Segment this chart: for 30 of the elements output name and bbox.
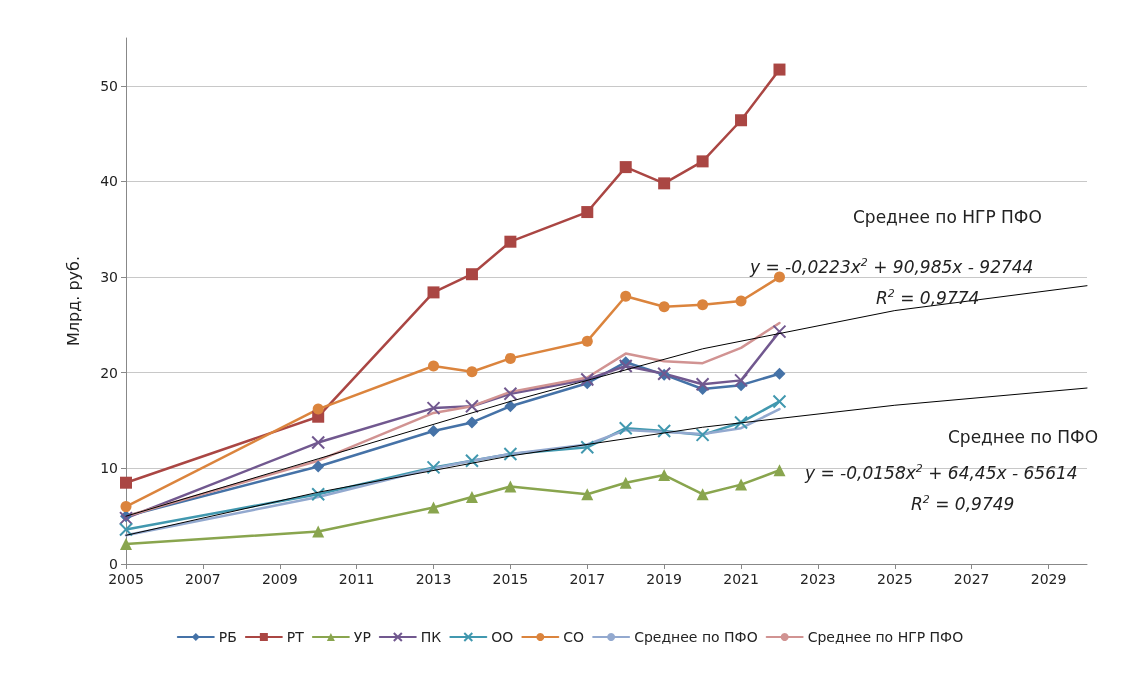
legend-label: ПК (420, 629, 442, 645)
legend-label: УР (353, 629, 371, 645)
x-tick-label: 2005 (108, 571, 144, 587)
x-tick-label: 2023 (800, 571, 836, 587)
y-axis-title: Млрд. руб. (63, 256, 83, 346)
y-tick-label: 0 (109, 556, 118, 572)
x-tick-label: 2019 (646, 571, 682, 587)
x-tick-label: 2011 (338, 571, 375, 587)
x-tick-label: 2021 (723, 571, 759, 587)
x-tick-label: 2017 (569, 571, 606, 587)
x-tick-label: 2029 (1030, 571, 1067, 587)
legend-label: ОО (491, 629, 514, 645)
x-tick-label: 2025 (876, 571, 913, 587)
x-tick-label: 2007 (185, 571, 221, 587)
y-tick-label: 20 (100, 364, 118, 381)
legend-label: Среднее по НГР ПФО (807, 629, 964, 645)
y-tick-label: 30 (100, 269, 118, 286)
y-tick-label: 40 (100, 173, 118, 190)
annotation: Среднее по НГР ПФО (853, 206, 1042, 227)
x-tick-label: 2015 (492, 571, 529, 587)
legend-label: РБ (218, 629, 237, 645)
x-tick-label: 2027 (953, 571, 990, 587)
y-tick-label: 10 (100, 460, 118, 477)
legend-label: РТ (286, 629, 305, 645)
x-tick-label: 2013 (415, 571, 452, 587)
annotation: Среднее по ПФО (948, 426, 1099, 447)
y-tick-label: 50 (100, 77, 118, 94)
legend-label: СО (563, 629, 585, 645)
legend-label: Среднее по ПФО (634, 629, 758, 645)
x-tick-label: 2009 (261, 571, 298, 587)
